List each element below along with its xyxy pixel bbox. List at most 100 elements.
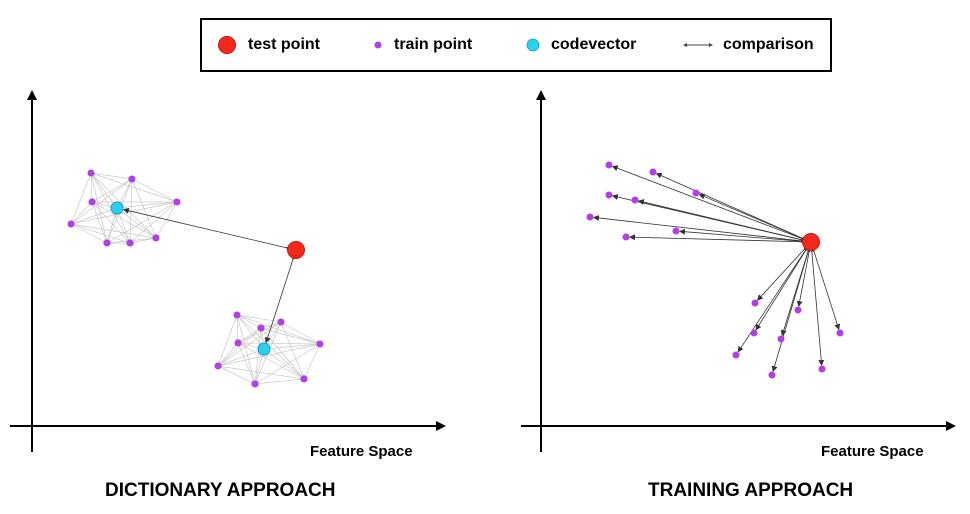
train-point bbox=[777, 335, 785, 343]
mesh-edge bbox=[237, 341, 321, 347]
test-point bbox=[287, 241, 305, 259]
codevector bbox=[257, 342, 271, 356]
mesh-edge bbox=[89, 172, 95, 203]
mesh-edge bbox=[91, 201, 108, 244]
mesh-edge bbox=[217, 314, 238, 367]
comparison-arrow bbox=[637, 199, 807, 244]
train-point bbox=[67, 220, 75, 228]
mesh-edge bbox=[303, 343, 321, 380]
train-point bbox=[152, 234, 160, 242]
legend-label-codevector: codevector bbox=[551, 36, 637, 53]
left-comparison-arrows bbox=[122, 207, 298, 344]
train-point bbox=[88, 198, 96, 206]
train-point bbox=[622, 233, 630, 241]
train-point bbox=[692, 189, 700, 197]
mesh-edge bbox=[263, 343, 321, 352]
mesh-edge bbox=[70, 206, 118, 225]
train-point bbox=[233, 311, 241, 319]
train-point bbox=[251, 380, 259, 388]
codevector bbox=[110, 201, 124, 215]
mesh-edge bbox=[116, 201, 178, 211]
train-point bbox=[751, 299, 759, 307]
left-points bbox=[67, 169, 324, 388]
legend-item-codevector: codevector bbox=[525, 20, 636, 70]
comparison-arrow bbox=[122, 207, 292, 252]
mesh-edge bbox=[217, 365, 305, 381]
legend-label-test-point: test point bbox=[248, 36, 320, 53]
legend-item-test-point: test point bbox=[216, 20, 320, 70]
mesh-edge bbox=[70, 223, 108, 244]
train-point bbox=[672, 227, 680, 235]
train-point bbox=[128, 175, 136, 183]
mesh-edge bbox=[70, 178, 133, 225]
comparison-arrow bbox=[628, 234, 807, 245]
comparison-arrow bbox=[808, 246, 825, 367]
train-point bbox=[818, 365, 826, 373]
legend-label-train-point: train point bbox=[394, 36, 473, 53]
test-point-swatch bbox=[218, 36, 236, 54]
mesh-edge bbox=[91, 178, 133, 203]
mesh-edge bbox=[90, 172, 178, 204]
left-axes bbox=[10, 90, 446, 452]
train-point-swatch bbox=[374, 41, 382, 49]
train-point bbox=[316, 340, 324, 348]
comparison-arrow bbox=[264, 253, 298, 344]
mesh-edge bbox=[90, 172, 109, 244]
right-x-axis-label: Feature Space bbox=[821, 443, 924, 460]
mesh-edge bbox=[236, 314, 262, 329]
mesh-edge bbox=[217, 343, 321, 368]
mesh-edge bbox=[237, 327, 262, 344]
train-point bbox=[631, 196, 639, 204]
mesh-edge bbox=[131, 178, 178, 203]
train-point bbox=[750, 329, 758, 337]
train-point bbox=[87, 169, 95, 177]
train-point bbox=[103, 239, 111, 247]
mesh-edge bbox=[70, 172, 92, 225]
train-point bbox=[836, 329, 844, 337]
mesh-edge bbox=[254, 378, 305, 387]
train-point bbox=[214, 362, 222, 370]
test-point bbox=[802, 233, 820, 251]
train-point bbox=[732, 351, 740, 359]
double-arrow-icon bbox=[683, 43, 713, 47]
comparison-arrow bbox=[771, 245, 813, 373]
legend-box: test point train point codevector compar… bbox=[200, 18, 832, 72]
mesh-edge bbox=[217, 365, 256, 385]
comparison-arrow bbox=[698, 193, 808, 243]
comparison-arrow bbox=[655, 172, 808, 243]
left-panel-title: DICTIONARY APPROACH bbox=[105, 480, 336, 501]
train-point bbox=[126, 239, 134, 247]
mesh-edge bbox=[236, 314, 321, 346]
train-point bbox=[605, 191, 613, 199]
train-point bbox=[605, 161, 613, 169]
mesh-edge bbox=[90, 172, 133, 181]
codevector-swatch bbox=[526, 38, 540, 52]
legend-item-train-point: train point bbox=[372, 20, 472, 70]
train-point bbox=[257, 324, 265, 332]
mesh-edge bbox=[70, 223, 131, 245]
right-points bbox=[586, 161, 844, 379]
right-panel-title: TRAINING APPROACH bbox=[648, 480, 854, 501]
train-point bbox=[768, 371, 776, 379]
comparison-arrow bbox=[737, 244, 811, 353]
mesh-edge bbox=[70, 201, 93, 225]
train-point bbox=[277, 318, 285, 326]
train-point bbox=[586, 213, 594, 221]
train-point bbox=[234, 339, 242, 347]
mesh-edge bbox=[217, 342, 239, 367]
legend-label-comparison: comparison bbox=[723, 36, 814, 53]
mesh-edge bbox=[254, 343, 321, 385]
mesh-edge bbox=[263, 348, 305, 380]
left-cluster-mesh bbox=[70, 172, 321, 387]
train-point bbox=[649, 168, 657, 176]
mesh-edge bbox=[252, 327, 262, 385]
train-point bbox=[794, 306, 802, 314]
mesh-edge bbox=[237, 342, 305, 380]
right-axes bbox=[521, 90, 956, 452]
mesh-edge bbox=[237, 342, 256, 385]
mesh-edge bbox=[217, 348, 265, 367]
legend-item-comparison: comparison bbox=[682, 20, 814, 70]
mesh-edge bbox=[235, 314, 241, 344]
left-x-axis-label: Feature Space bbox=[310, 443, 413, 460]
